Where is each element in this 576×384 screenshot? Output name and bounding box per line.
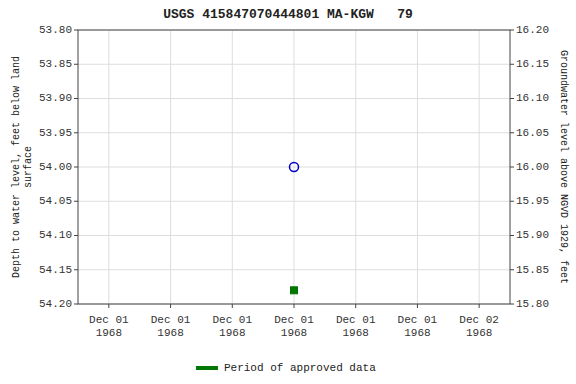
x-tick-label-line: Dec 01: [89, 313, 129, 325]
x-tick: [170, 304, 171, 308]
x-tick-label: Dec 011968: [212, 313, 252, 338]
x-tick-label: Dec 011968: [151, 313, 191, 338]
y-tick: [74, 30, 78, 31]
x-tick: [294, 304, 295, 308]
point-square: [291, 287, 298, 294]
legend-label: Period of approved data: [224, 362, 376, 374]
y2-tick: [510, 201, 514, 202]
y-tick: [74, 269, 78, 270]
legend: Period of approved data: [196, 362, 376, 374]
y-axis-label: Depth to water level, feet below landsur…: [11, 56, 34, 278]
x-tick-label-line: Dec 01: [274, 313, 314, 325]
y2-tick: [510, 167, 514, 168]
y2-tick-label: 15.90: [516, 229, 549, 241]
x-tick-label-line: 1968: [404, 326, 430, 338]
grid-line-x: [294, 30, 295, 304]
y-tick-label: 53.95: [39, 127, 72, 139]
y-tick: [74, 235, 78, 236]
y2-tick-label: 15.85: [516, 264, 549, 276]
chart: 53.80 53.85 53.90 53.95 54.00 54.05 54.10 54.15…: [0, 0, 576, 384]
x-tick: [355, 304, 356, 308]
y2-tick: [510, 64, 514, 65]
y2-tick: [510, 269, 514, 270]
y-tick-label: 54.20: [39, 298, 72, 310]
y-tick: [74, 98, 78, 99]
x-tick-label-line: Dec 01: [398, 313, 438, 325]
x-tick-label-line: Dec 01: [212, 313, 252, 325]
y-axis-label-line: Depth to water level, feet below land: [11, 56, 22, 278]
grid-line-x: [479, 30, 480, 304]
y-tick: [74, 304, 78, 305]
legend-swatch: [196, 366, 218, 370]
y-tick-label: 54.05: [39, 195, 72, 207]
x-tick-label: Dec 011968: [398, 313, 438, 338]
title: USGS 415847070444801 MA-KGW 79: [163, 7, 413, 22]
y-tick: [74, 132, 78, 133]
point-open-circle: [290, 163, 299, 172]
x-tick: [479, 304, 480, 308]
x-tick: [232, 304, 233, 308]
y2-tick: [510, 98, 514, 99]
x-tick-label: Dec 021968: [459, 313, 499, 338]
y2-tick-label: 16.20: [516, 24, 549, 36]
x-tick-label: Dec 011968: [274, 313, 314, 338]
x-tick-label-line: Dec 02: [459, 313, 499, 325]
y-tick-label: 53.90: [39, 92, 72, 104]
y2-tick-label: 16.00: [516, 161, 549, 173]
y2-tick-label: 16.05: [516, 127, 549, 139]
x-tick-label-line: Dec 01: [151, 313, 191, 325]
plot-frame: [78, 30, 510, 304]
y2-axis-label: Groundwater level above NGVD 1929, feet: [558, 50, 569, 284]
y-tick: [74, 167, 78, 168]
y2-tick-label: 15.80: [516, 298, 549, 310]
y2-axis-label-line: Groundwater level above NGVD 1929, feet: [558, 50, 569, 284]
x-tick-label-line: 1968: [96, 326, 122, 338]
y-tick-label: 54.00: [39, 161, 72, 173]
y-tick: [74, 201, 78, 202]
y2-tick-label: 16.10: [516, 92, 549, 104]
y2-tick: [510, 304, 514, 305]
grid-line-x: [417, 30, 418, 304]
y2-tick: [510, 30, 514, 31]
grid-line-x: [232, 30, 233, 304]
y2-tick-label: 15.95: [516, 195, 549, 207]
x-tick-label: Dec 011968: [336, 313, 376, 338]
grid: [78, 30, 510, 304]
x-tick: [108, 304, 109, 308]
y-tick-label: 53.80: [39, 24, 72, 36]
x-tick-label-line: 1968: [343, 326, 369, 338]
y-tick-label: 53.85: [39, 58, 72, 70]
y-axis-label-line: surface: [23, 146, 34, 188]
grid-line-x: [355, 30, 356, 304]
y-tick: [74, 64, 78, 65]
x-tick-label-line: Dec 01: [336, 313, 376, 325]
x-tick: [417, 304, 418, 308]
grid-line-x: [108, 30, 109, 304]
grid-line-x: [170, 30, 171, 304]
x-tick-label-line: 1968: [219, 326, 245, 338]
y2-tick: [510, 235, 514, 236]
y-tick-label: 54.15: [39, 264, 72, 276]
marks: [290, 163, 299, 294]
x-tick-label-line: 1968: [281, 326, 307, 338]
x-tick-label-line: 1968: [157, 326, 183, 338]
x-tick-label-line: 1968: [466, 326, 492, 338]
y-tick-label: 54.10: [39, 229, 72, 241]
y2-tick: [510, 132, 514, 133]
y2-tick-label: 16.15: [516, 58, 549, 70]
axes: 53.80 53.85 53.90 53.95 54.00 54.05 54.10 54.15…: [39, 24, 549, 339]
x-tick-label: Dec 011968: [89, 313, 129, 338]
